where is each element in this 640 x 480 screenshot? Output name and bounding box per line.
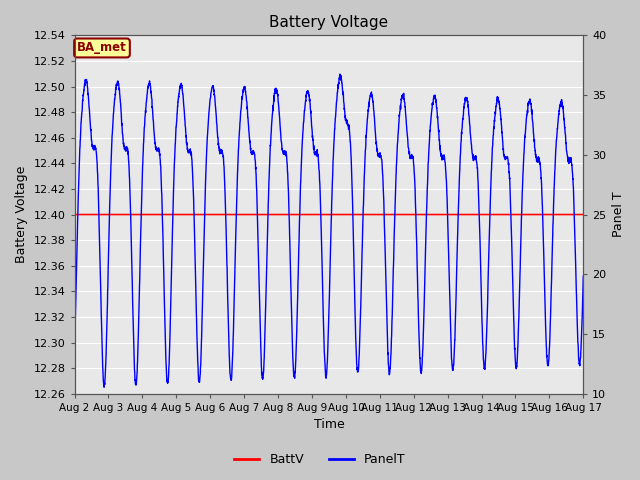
Y-axis label: Panel T: Panel T [612,192,625,238]
X-axis label: Time: Time [314,419,344,432]
Title: Battery Voltage: Battery Voltage [269,15,388,30]
Y-axis label: Battery Voltage: Battery Voltage [15,166,28,263]
Legend: BattV, PanelT: BattV, PanelT [229,448,411,471]
Text: BA_met: BA_met [77,41,127,54]
